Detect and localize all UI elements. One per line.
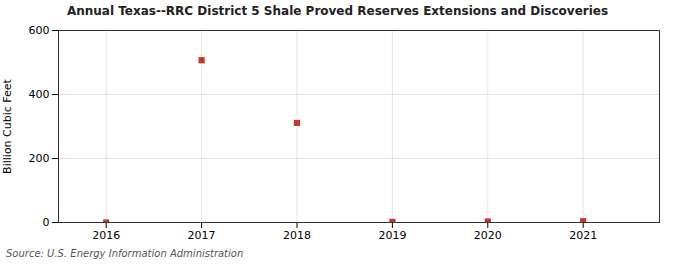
svg-text:200: 200 [29,152,50,165]
svg-text:0: 0 [43,216,50,229]
html-text:Source: U.S. Energy Informatio: Source: U.S. Energy Information Administ… [6,248,244,259]
html-text:Annual Texas--RRC District 5 S: Annual Texas--RRC District 5 Shale Prove… [66,4,609,18]
svg-text:2017: 2017 [188,229,216,242]
svg-text:2018: 2018 [283,229,311,242]
svg-text:2016: 2016 [92,229,120,242]
svg-text:Billion Cubic Feet: Billion Cubic Feet [1,78,14,173]
svg-text:2019: 2019 [378,229,406,242]
svg-text:600: 600 [29,24,50,37]
svg-text:2021: 2021 [569,229,597,242]
svg-text:400: 400 [29,88,50,101]
svg-text:2020: 2020 [474,229,502,242]
